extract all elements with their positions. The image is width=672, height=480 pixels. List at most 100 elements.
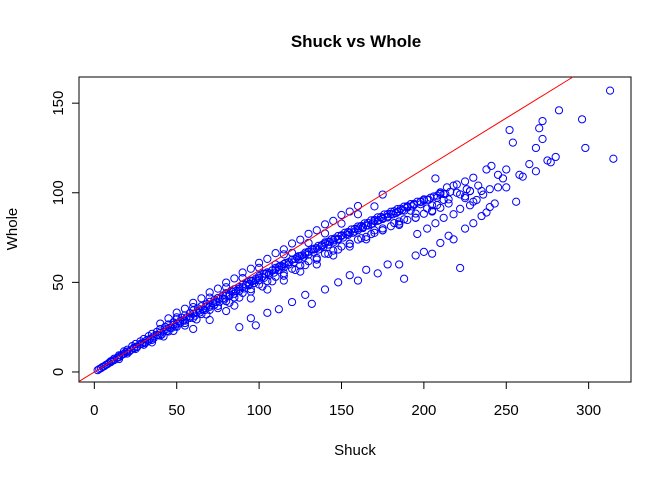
data-point bbox=[502, 165, 511, 174]
data-point bbox=[222, 291, 231, 300]
data-point bbox=[320, 249, 330, 258]
x-tick-label: 0 bbox=[90, 402, 98, 419]
plot-area bbox=[78, 76, 632, 383]
data-point bbox=[487, 161, 496, 170]
data-point bbox=[169, 326, 178, 336]
data-point bbox=[408, 202, 417, 211]
data-point bbox=[577, 115, 587, 124]
y-axis: 0 50 100 150 bbox=[50, 91, 80, 376]
data-point bbox=[531, 143, 541, 153]
data-point bbox=[263, 254, 272, 263]
data-point bbox=[235, 293, 244, 302]
data-point bbox=[246, 314, 255, 323]
data-point bbox=[508, 138, 517, 147]
data-point bbox=[383, 213, 392, 222]
data-point bbox=[411, 209, 420, 218]
data-point bbox=[259, 269, 269, 278]
x-axis: 0 50 100 150 200 250 300 bbox=[90, 381, 601, 419]
data-point bbox=[490, 199, 499, 208]
data-point bbox=[485, 203, 494, 212]
data-point bbox=[357, 234, 366, 243]
data-point bbox=[325, 237, 335, 246]
data-point bbox=[419, 247, 428, 256]
data-point bbox=[378, 226, 387, 235]
data-point bbox=[235, 323, 244, 332]
data-point bbox=[329, 251, 338, 260]
data-point bbox=[460, 177, 470, 186]
data-point bbox=[296, 261, 305, 270]
y-tick-label: 100 bbox=[50, 180, 67, 205]
data-point bbox=[222, 306, 231, 316]
data-point bbox=[291, 265, 300, 275]
data-point bbox=[138, 339, 147, 348]
data-point bbox=[192, 315, 201, 324]
data-point bbox=[334, 234, 343, 243]
data-point bbox=[304, 250, 313, 259]
data-point bbox=[449, 181, 458, 190]
data-point bbox=[350, 227, 359, 236]
data-point bbox=[213, 301, 223, 310]
data-point bbox=[493, 183, 503, 192]
data-point bbox=[263, 277, 272, 286]
data-point bbox=[378, 224, 387, 233]
data-point bbox=[551, 152, 560, 162]
data-point bbox=[423, 224, 432, 233]
data-point bbox=[469, 197, 478, 206]
data-point bbox=[309, 245, 318, 254]
data-point bbox=[390, 218, 399, 228]
data-point bbox=[378, 190, 387, 199]
data-point bbox=[605, 86, 615, 95]
data-point bbox=[362, 232, 371, 241]
data-point bbox=[304, 238, 313, 248]
data-point bbox=[375, 215, 384, 225]
data-point bbox=[279, 245, 288, 254]
data-point bbox=[287, 297, 297, 307]
data-point bbox=[525, 159, 534, 169]
data-point bbox=[180, 321, 190, 330]
data-point bbox=[353, 276, 363, 285]
data-point bbox=[287, 239, 297, 248]
data-point bbox=[202, 300, 211, 309]
data-point bbox=[317, 242, 326, 251]
data-point bbox=[411, 251, 420, 260]
data-point bbox=[395, 220, 404, 230]
data-point bbox=[205, 288, 214, 297]
x-tick-label: 100 bbox=[247, 402, 272, 419]
data-point bbox=[400, 206, 409, 215]
data-point bbox=[460, 194, 470, 203]
data-point bbox=[439, 195, 448, 205]
data-point bbox=[428, 249, 437, 258]
data-point bbox=[469, 219, 478, 228]
data-point bbox=[428, 206, 437, 215]
points-layer bbox=[93, 86, 618, 375]
data-point bbox=[345, 271, 354, 280]
y-tick-label: 0 bbox=[50, 368, 67, 376]
data-point bbox=[444, 195, 453, 204]
data-point bbox=[312, 260, 321, 269]
data-point bbox=[114, 351, 124, 360]
data-point bbox=[383, 260, 392, 269]
data-point bbox=[230, 293, 239, 302]
data-point bbox=[304, 229, 313, 238]
data-point bbox=[301, 290, 310, 300]
data-point bbox=[243, 278, 252, 287]
data-point bbox=[238, 268, 247, 277]
data-point bbox=[432, 201, 442, 210]
data-point bbox=[276, 261, 285, 270]
data-point bbox=[449, 235, 458, 244]
data-point bbox=[334, 231, 343, 241]
data-point bbox=[342, 230, 351, 239]
data-point bbox=[312, 255, 321, 264]
chart-title: Shuck vs Whole bbox=[291, 32, 421, 51]
x-tick-label: 50 bbox=[168, 402, 185, 419]
data-point bbox=[395, 217, 404, 226]
data-point bbox=[406, 206, 415, 215]
data-point bbox=[462, 185, 471, 194]
data-point bbox=[609, 154, 618, 163]
data-point bbox=[479, 190, 488, 199]
data-point bbox=[345, 207, 354, 216]
y-tick-label: 50 bbox=[50, 274, 67, 291]
data-point bbox=[324, 249, 333, 258]
data-point bbox=[535, 124, 544, 133]
data-point bbox=[185, 309, 194, 318]
